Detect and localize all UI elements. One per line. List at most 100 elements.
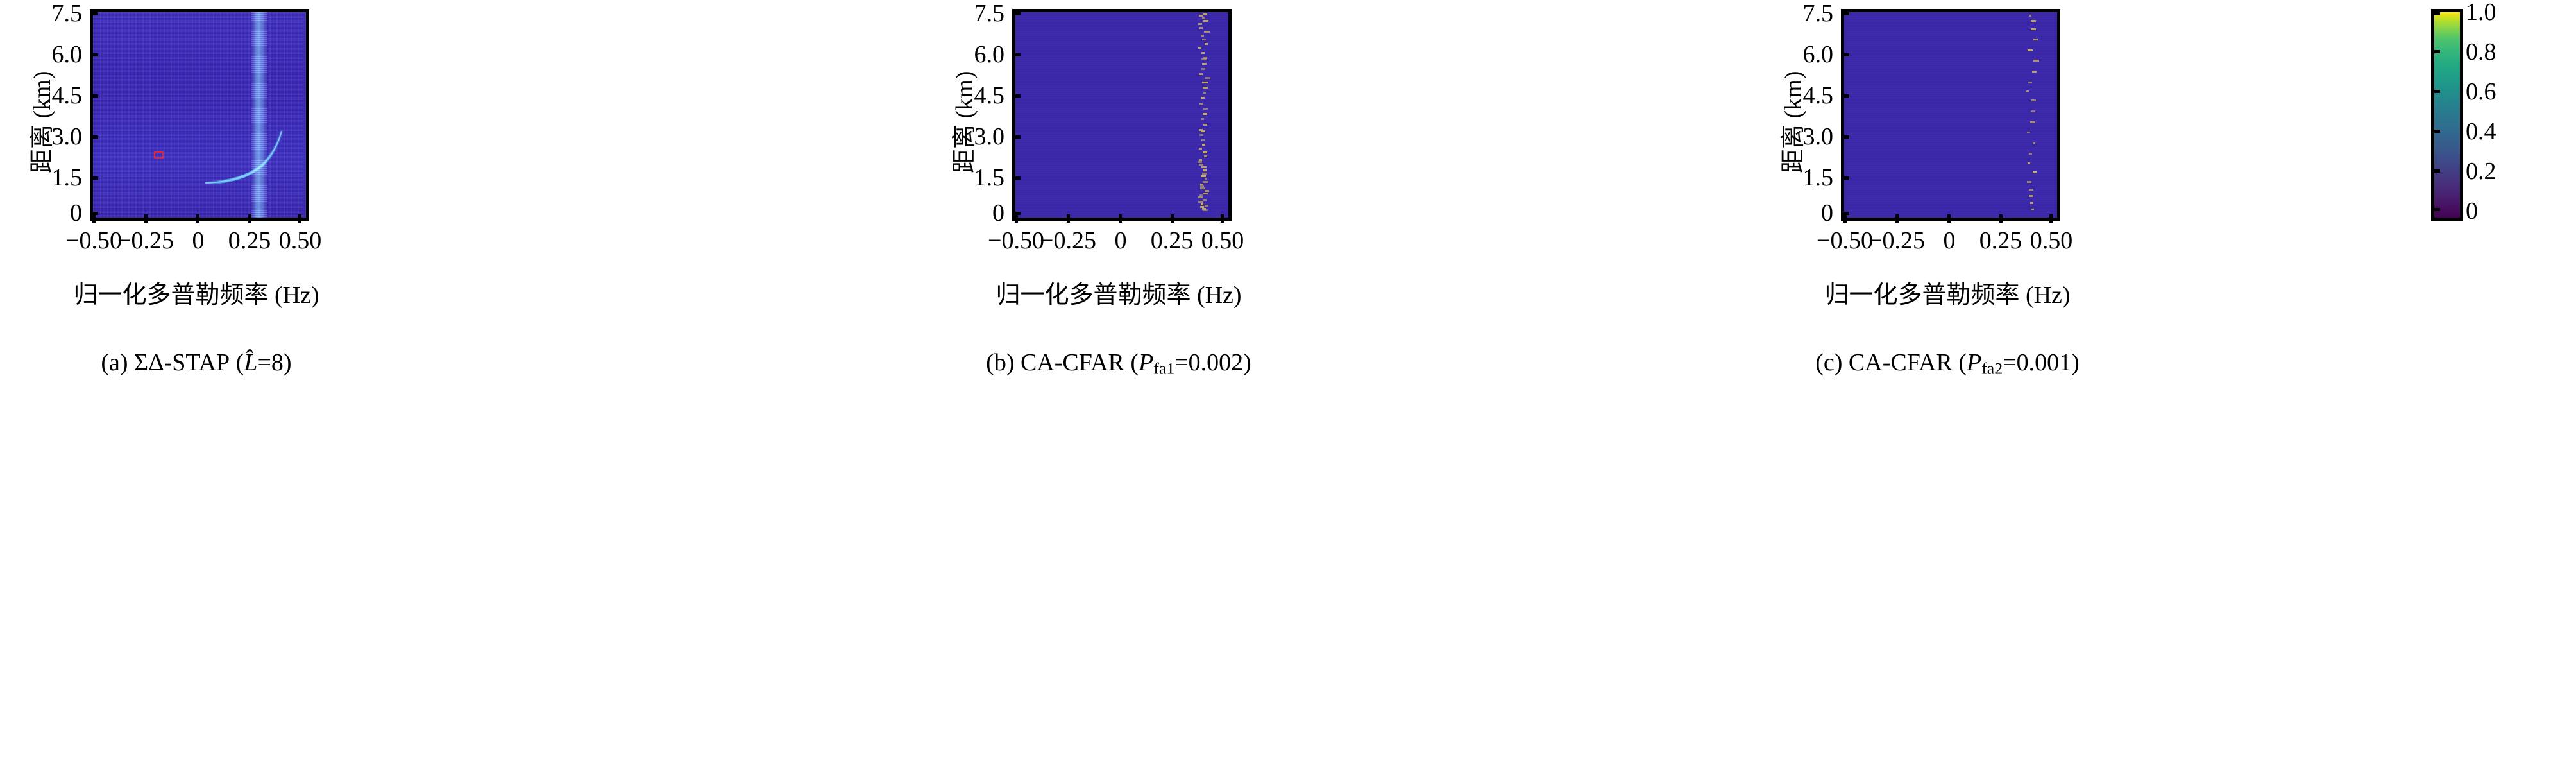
panel-a-y-axis-label: 距离 (km)	[29, 71, 56, 173]
panel-b-xtick-1	[1067, 214, 1070, 223]
detection-cell	[2027, 180, 2031, 183]
detection-cell	[1201, 139, 1205, 142]
detection-cell	[1198, 159, 1202, 162]
panel-c-axes	[1841, 9, 2060, 221]
panel-b-xtick-label-2: 0	[1114, 227, 1127, 254]
panel-b-ytick-3.0	[1012, 135, 1021, 139]
panel-b-ytick-4.5	[1012, 94, 1021, 98]
detection-cell	[1199, 183, 1203, 185]
detection-cell	[1202, 86, 1208, 89]
panel-c-caption-method: CA-CFAR	[1848, 349, 1953, 376]
panel-b-x-axis-label: 归一化多普勒频率 (Hz)	[996, 282, 1242, 309]
detection-cell	[1199, 26, 1203, 29]
panel-b-ytick-label-4: 1.5	[974, 164, 1005, 191]
panel-c-caption-prefix: (c)	[1815, 349, 1843, 376]
target-marker	[154, 151, 164, 159]
panel-a-ytick-label-1: 6.0	[51, 41, 83, 68]
detection-cell	[2028, 81, 2033, 83]
detection-cell	[1201, 173, 1207, 175]
panel-a-ytick-label-0: 7.5	[51, 0, 83, 27]
detection-cell	[1203, 199, 1207, 202]
panel-b-caption-method: CA-CFAR	[1020, 349, 1124, 376]
detection-cell	[2026, 90, 2029, 92]
detection-cell	[1203, 155, 1207, 158]
panel-c-xtick-1	[1895, 214, 1899, 223]
detection-cell	[1200, 130, 1205, 132]
panel-b-xtick-3	[1171, 214, 1174, 223]
detection-cell	[1198, 201, 1203, 203]
detection-cell	[2033, 39, 2038, 41]
detection-cell	[1203, 209, 1208, 211]
detection-cell	[1203, 57, 1208, 60]
panel-b-caption-prefix: (b)	[986, 349, 1015, 376]
detection-cell	[1199, 134, 1203, 137]
panel-b-ytick-label-1: 6.0	[974, 41, 1005, 68]
detection-cell	[1199, 128, 1203, 131]
panel-c-ytick-3.0	[1841, 135, 1849, 139]
detection-cell	[1202, 17, 1206, 20]
panel-b-xtick-label-0: −0.50	[988, 227, 1044, 254]
panel-a-ytick-7.5	[90, 12, 98, 15]
detection-cell	[2028, 49, 2033, 51]
panel-a: 7.5 6.0 4.5 3.0 1.5 0 −0.50 −0.25 0 0.25…	[0, 0, 853, 781]
panel-a-caption: (a) ΣΔ-STAP (L̂=8)	[101, 349, 292, 376]
detection-cell	[1202, 81, 1208, 83]
panel-b-heatmap	[1015, 12, 1228, 218]
detection-cell	[2029, 195, 2033, 198]
panel-b-ytick-0	[1012, 212, 1021, 215]
panel-b-ytick-1.5	[1012, 176, 1021, 180]
panel-a-xtick-label-1: −0.25	[117, 227, 174, 254]
detection-cell	[1199, 102, 1203, 105]
panel-a-xtick-0	[92, 214, 96, 223]
panel-b-xtick-label-3: 0.25	[1150, 227, 1194, 254]
detection-cell	[1205, 42, 1208, 45]
detection-cell	[1202, 143, 1206, 146]
panel-a-caption-method: ΣΔ-STAP	[134, 349, 230, 376]
panel-b-y-axis-label: 距离 (km)	[951, 71, 978, 173]
detection-cell	[2032, 142, 2035, 144]
detection-cell	[1202, 113, 1207, 116]
detection-cell	[1202, 62, 1207, 65]
detection-cell	[1198, 73, 1203, 76]
detection-cell	[1199, 163, 1203, 166]
detection-cell	[1205, 178, 1207, 180]
detection-cell	[1202, 208, 1207, 210]
detection-cell	[1200, 97, 1205, 99]
panel-b-xtick-2	[1119, 214, 1122, 223]
panel-a-xtick-label-0: −0.50	[65, 227, 122, 254]
detection-cell	[2029, 188, 2034, 191]
panel-a-ytick-4.5	[90, 94, 98, 98]
panel-c: 7.5 6.0 4.5 3.0 1.5 0 −0.50 −0.25 0 0.25…	[1687, 0, 2418, 781]
panel-a-xtick-label-4: 0.50	[278, 227, 322, 254]
detection-cell	[1201, 52, 1205, 54]
panel-c-ytick-label-0: 7.5	[1802, 0, 1834, 27]
panel-b-caption-param-value: 0.002	[1188, 349, 1244, 376]
detection-cell	[2033, 60, 2039, 62]
panel-c-ytick-label-4: 1.5	[1802, 164, 1834, 191]
panel-b-ytick-7.5	[1012, 12, 1021, 15]
panel-b-caption: (b) CA-CFAR (Pfa1=0.002)	[986, 349, 1251, 378]
panel-c-ytick-label-1: 6.0	[1802, 41, 1834, 68]
panel-b-ytick-label-3: 3.0	[974, 123, 1005, 150]
detection-cell	[1201, 175, 1207, 178]
panel-b-ytick-label-5: 0	[992, 200, 1004, 227]
panel-c-xtick-label-3: 0.25	[1979, 227, 2022, 254]
detection-cell	[1200, 187, 1206, 189]
panel-c-ytick-4.5	[1841, 94, 1849, 98]
detection-cell	[1199, 194, 1203, 197]
panel-c-x-axis-label: 归一化多普勒频率 (Hz)	[1824, 282, 2071, 309]
detection-cell	[1203, 193, 1208, 195]
detection-cell	[2030, 202, 2034, 204]
panel-a-axes	[90, 9, 309, 221]
detection-cell	[2030, 28, 2036, 30]
panel-c-detections	[1844, 12, 2057, 218]
panel-c-ytick-0	[1841, 212, 1849, 215]
panel-a-ytick-1.5	[90, 176, 98, 180]
panel-a-clutter-ridge	[93, 12, 306, 218]
detection-cell	[1201, 58, 1207, 61]
detection-cell	[1202, 39, 1207, 41]
panel-a-xtick-label-2: 0	[192, 227, 205, 254]
panel-c-xtick-label-0: −0.50	[1817, 227, 1873, 254]
detection-cell	[2030, 110, 2035, 112]
detection-cell	[1203, 107, 1208, 110]
